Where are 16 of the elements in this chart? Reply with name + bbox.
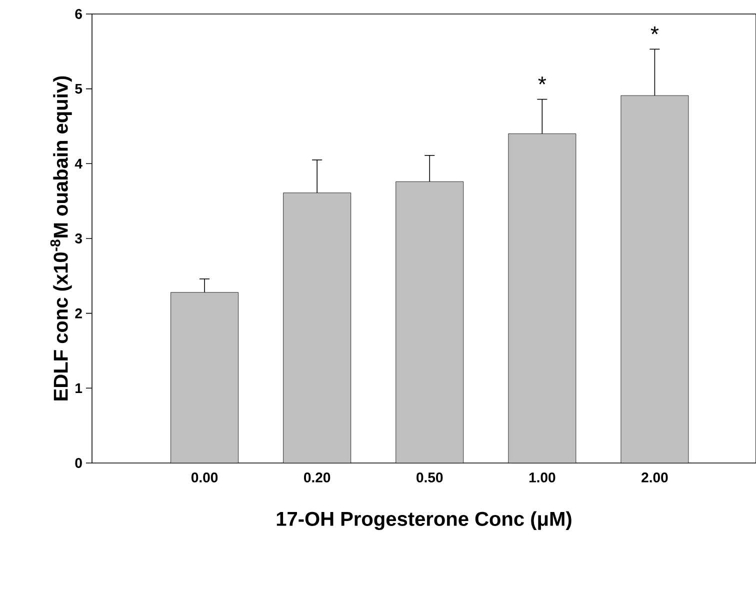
x-tick-label: 0.50: [416, 472, 443, 482]
y-tick-label: 3: [75, 234, 82, 244]
y-tick-label: 4: [74, 158, 82, 168]
annotation: *: [650, 26, 659, 34]
y-axis-title: EDLF conc (x10$^{-8}$M ouabain equiv): [50, 76, 72, 400]
y-tick-label: 2: [75, 308, 82, 318]
y-tick-label: 6: [75, 9, 82, 19]
y-tick-label: 0: [75, 458, 82, 468]
x-tick-label: 0.00: [191, 472, 218, 482]
annotation: *: [538, 76, 546, 84]
y-tick-label: 1: [76, 383, 82, 393]
y-tick-label: 5: [75, 84, 82, 94]
x-axis-title: 17-OH Progesterone Conc (μM): [276, 511, 572, 530]
x-tick-label: 0.20: [304, 472, 330, 482]
x-tick-label: 1.00: [529, 472, 556, 482]
x-tick-label: 2.00: [642, 472, 668, 482]
